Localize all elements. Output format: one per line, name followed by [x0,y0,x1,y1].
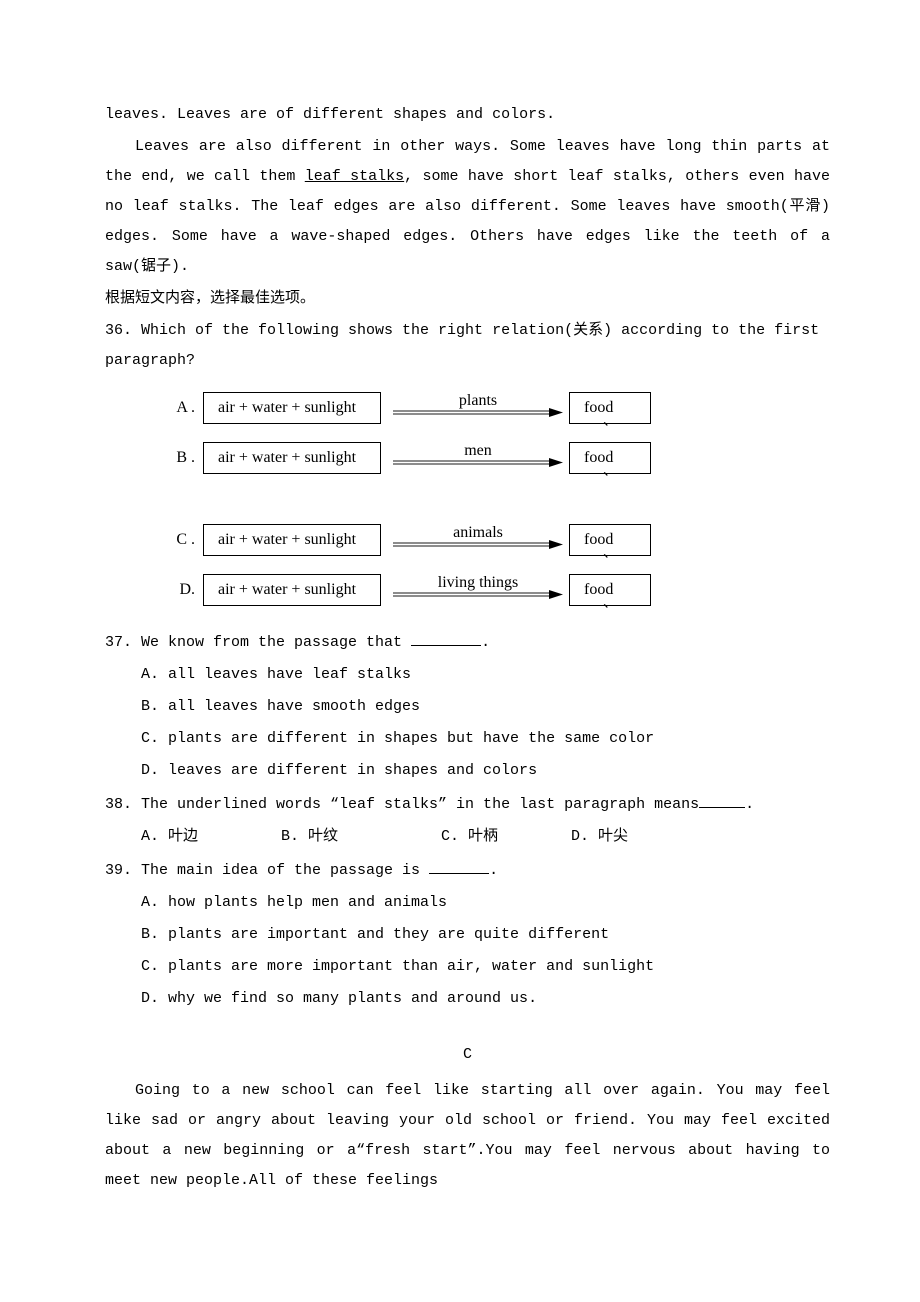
q36-left-box: air + water + sunlight [203,392,381,424]
q36-option-letter: B . [165,442,203,474]
section-c-label: C [105,1040,830,1070]
q37-blank [411,632,481,647]
q37-option-c[interactable]: C. plants are different in shapes but ha… [105,724,830,754]
q36-right-box: food、 [569,442,651,474]
q37-option-a[interactable]: A. all leaves have leaf stalks [105,660,830,690]
q36-option-letter: D. [165,574,203,606]
q36-option-letter: C . [165,524,203,556]
q37-stem: 37. We know from the passage that . [105,628,830,658]
q39-blank [429,860,489,875]
q36-diagram: A . air + water + sunlight plants food、 … [165,390,830,608]
q38: 38. The underlined words “leaf stalks” i… [105,790,830,852]
q38-option-b[interactable]: B. 叶纹 [281,822,441,852]
section-c-paragraph: Going to a new school can feel like star… [105,1076,830,1196]
q39-option-c[interactable]: C. plants are more important than air, w… [105,952,830,982]
q36-arrow: animals [393,522,563,558]
q36-right-box: food、 [569,574,651,606]
underlined-term-leaf-stalks: leaf stalks [305,168,404,185]
q36-arrow: living things [393,572,563,608]
q39-option-a[interactable]: A. how plants help men and animals [105,888,830,918]
q38-stem: 38. The underlined words “leaf stalks” i… [105,790,830,820]
q37-option-d[interactable]: D. leaves are different in shapes and co… [105,756,830,786]
q36-option-c[interactable]: C . air + water + sunlight animals food、 [165,522,830,558]
q36-right-box: food、 [569,392,651,424]
q36-left-box: air + water + sunlight [203,442,381,474]
q39-option-b[interactable]: B. plants are important and they are qui… [105,920,830,950]
q36-left-box: air + water + sunlight [203,524,381,556]
q36-option-b[interactable]: B . air + water + sunlight men food、 [165,440,830,476]
q36-left-box: air + water + sunlight [203,574,381,606]
q36-option-a[interactable]: A . air + water + sunlight plants food、 [165,390,830,426]
q36-stem: 36. Which of the following shows the rig… [105,316,830,376]
passage-tail-line1: leaves. Leaves are of different shapes a… [105,100,830,130]
q37-option-b[interactable]: B. all leaves have smooth edges [105,692,830,722]
q36-option-d[interactable]: D. air + water + sunlight living things … [165,572,830,608]
q38-option-a[interactable]: A. 叶边 [141,822,281,852]
q38-blank [699,794,745,809]
q39: 39. The main idea of the passage is . A.… [105,856,830,1014]
q36-option-letter: A . [165,392,203,424]
q39-option-d[interactable]: D. why we find so many plants and around… [105,984,830,1014]
q37: 37. We know from the passage that . A. a… [105,628,830,786]
q38-option-d[interactable]: D. 叶尖 [571,822,628,852]
q38-option-c[interactable]: C. 叶柄 [441,822,571,852]
q36-arrow: plants [393,390,563,426]
passage-instruction: 根据短文内容，选择最佳选项。 [105,284,830,314]
q36-arrow: men [393,440,563,476]
q36-right-box: food、 [569,524,651,556]
passage-paragraph-leaves: Leaves are also different in other ways.… [105,132,830,282]
q39-stem: 39. The main idea of the passage is . [105,856,830,886]
